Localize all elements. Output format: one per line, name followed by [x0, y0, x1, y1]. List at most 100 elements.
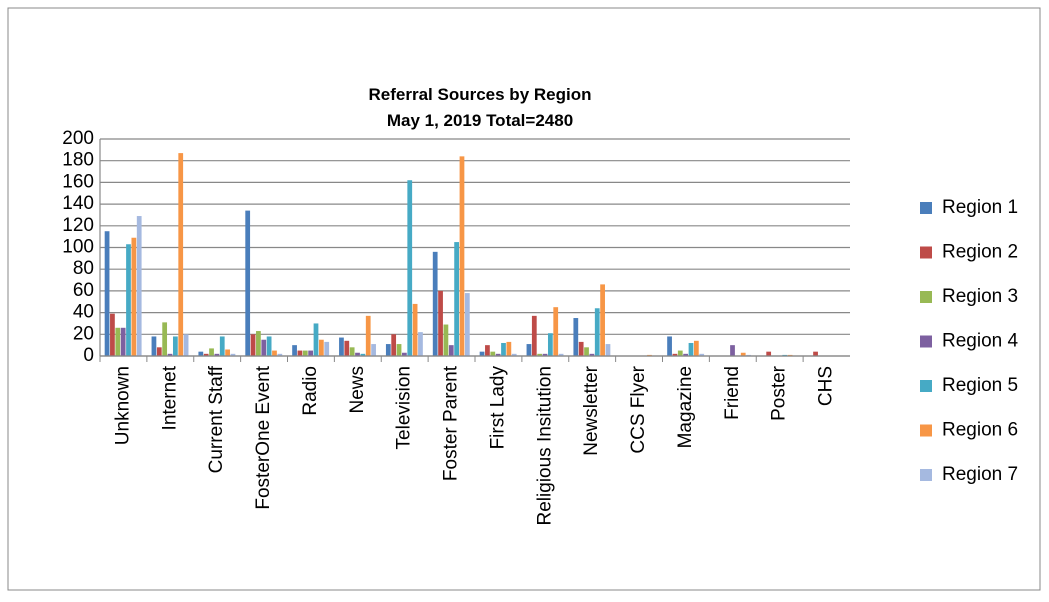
bar	[324, 341, 330, 356]
bar	[151, 336, 157, 356]
bar	[339, 337, 344, 356]
bar	[501, 342, 506, 356]
bar	[766, 351, 772, 356]
legend-swatch	[920, 469, 932, 481]
bar	[183, 334, 189, 356]
bar	[558, 353, 564, 356]
bar	[308, 350, 314, 356]
bar	[506, 341, 512, 356]
legend-swatch	[920, 335, 932, 348]
x-tick-label: Television	[394, 366, 415, 449]
legend-label: Region 3	[942, 286, 1018, 307]
bar	[209, 348, 214, 356]
bar	[438, 290, 443, 356]
bar	[126, 244, 131, 356]
legend-label: Region 7	[942, 464, 1018, 485]
x-tick-label: Foster Parent	[441, 365, 462, 481]
bar	[131, 237, 137, 356]
bar	[693, 340, 699, 356]
bar	[672, 353, 678, 356]
bar	[156, 347, 162, 356]
x-tick-label: Religious Insitution	[534, 366, 555, 525]
bar	[511, 353, 517, 356]
bar	[432, 251, 438, 356]
bar	[677, 350, 683, 356]
bar	[526, 344, 532, 356]
bar	[412, 303, 418, 356]
bar	[448, 345, 454, 356]
bar	[813, 351, 818, 356]
bar	[740, 352, 746, 356]
bar	[245, 210, 251, 356]
bar	[683, 353, 689, 356]
bar	[214, 353, 220, 356]
x-tick-label: First Lady	[487, 366, 508, 450]
x-tick-label: Magazine	[675, 366, 696, 448]
bar	[167, 353, 173, 356]
bar	[266, 336, 272, 356]
legend-swatch	[920, 424, 932, 437]
bar	[584, 347, 589, 356]
bar	[178, 153, 184, 356]
bar	[198, 351, 204, 356]
legend-swatch	[920, 380, 932, 392]
bar	[479, 351, 485, 356]
bar	[120, 327, 126, 356]
y-tick-label: 20	[73, 323, 94, 344]
bar	[272, 350, 277, 356]
bar	[402, 352, 407, 356]
x-tick-label: Newsletter	[581, 365, 602, 455]
bar	[553, 307, 559, 356]
bar	[225, 349, 230, 356]
y-tick-label: 60	[73, 280, 94, 301]
bar	[407, 180, 413, 356]
bar	[396, 344, 402, 356]
y-tick-label: 120	[62, 215, 94, 236]
bar	[454, 242, 459, 356]
x-tick-label: Internet	[159, 365, 180, 430]
bar	[418, 332, 423, 356]
x-tick-label: News	[347, 366, 368, 414]
bar	[318, 339, 324, 356]
bar	[104, 231, 110, 356]
x-tick-label: CHS	[816, 366, 837, 406]
legend-label: Region 6	[942, 420, 1018, 441]
bar	[219, 336, 225, 356]
bar	[443, 324, 449, 356]
bar	[667, 336, 672, 356]
bar	[699, 353, 705, 356]
bar	[600, 284, 605, 356]
bar	[313, 323, 319, 356]
bar	[589, 353, 595, 356]
bar	[110, 313, 115, 356]
bar	[277, 353, 283, 356]
legend-label: Region 4	[942, 331, 1018, 352]
y-tick-label: 140	[62, 193, 94, 214]
bar	[464, 293, 470, 356]
bar	[485, 345, 490, 356]
bar	[531, 315, 537, 356]
bar	[605, 344, 611, 356]
bar	[203, 353, 209, 356]
y-tick-label: 200	[62, 128, 94, 149]
bar	[302, 350, 308, 356]
bar	[365, 315, 371, 356]
y-tick-label: 180	[62, 150, 94, 171]
y-tick-label: 80	[73, 258, 94, 279]
chart-title: Referral Sources by Region	[369, 85, 592, 104]
bar	[490, 351, 496, 356]
bar	[573, 318, 579, 356]
y-tick-label: 0	[83, 345, 94, 366]
bar	[162, 322, 168, 356]
bar	[495, 353, 501, 356]
x-tick-label: Radio	[300, 366, 321, 416]
bar	[250, 334, 256, 356]
bar	[371, 344, 376, 356]
bar	[256, 331, 261, 356]
bar	[459, 156, 465, 356]
bar	[594, 308, 600, 356]
bar	[542, 353, 548, 356]
bar	[261, 339, 267, 356]
legend-label: Region 1	[942, 197, 1018, 218]
